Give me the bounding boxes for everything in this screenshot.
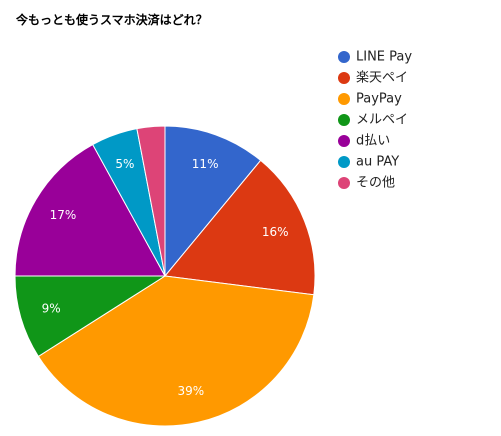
legend-item-paypay: PayPay [338, 92, 402, 107]
legend-marker [338, 177, 350, 189]
legend-marker [338, 156, 350, 168]
pie-slice-line-pay [164, 125, 262, 278]
pie-slices [14, 125, 316, 427]
legend-label: au PAY [356, 155, 399, 170]
pie-slice-label-au-pay: 5% [115, 157, 134, 171]
legend-marker [338, 135, 350, 147]
legend: LINE Pay 楽天ペイ PayPay メルペイ d払い au PAY その他 [338, 50, 412, 191]
legend-item-item-6: その他 [338, 176, 395, 191]
legend-label: 楽天ペイ [356, 70, 408, 86]
pie-slice-label-item-1: 16% [262, 225, 289, 239]
chart-title: 今もっとも使うスマホ決済はどれ？ [15, 12, 208, 27]
legend-label: その他 [356, 176, 395, 191]
pie-slice-item-1 [164, 159, 316, 296]
pie-slice-label-paypay: 39% [178, 384, 205, 398]
pie-slice-label-line-pay: 11% [192, 157, 219, 171]
legend-marker [338, 72, 350, 84]
legend-item-d: d払い [338, 134, 390, 149]
legend-label: メルペイ [356, 113, 408, 128]
legend-item-item-1: 楽天ペイ [338, 70, 408, 86]
legend-marker [338, 93, 350, 105]
pie-slice-label-d: 17% [50, 208, 77, 222]
legend-marker [338, 114, 350, 126]
legend-label: LINE Pay [356, 50, 412, 65]
pie-slice-d [14, 143, 166, 277]
legend-marker [338, 51, 350, 63]
legend-item-line-pay: LINE Pay [338, 50, 412, 65]
legend-item-au-pay: au PAY [338, 155, 399, 170]
legend-item-item-3: メルペイ [338, 113, 408, 128]
pie-slice-item-3 [14, 275, 167, 358]
legend-label: d払い [356, 134, 390, 149]
pie-slice-label-item-3: 9% [42, 302, 61, 316]
pie-slice-item-6 [136, 125, 166, 277]
pie-slice-labels: 11% 16% 39% 9% 17% 5% [42, 157, 289, 398]
legend-label: PayPay [356, 92, 402, 107]
pie-slice-paypay [37, 275, 315, 427]
